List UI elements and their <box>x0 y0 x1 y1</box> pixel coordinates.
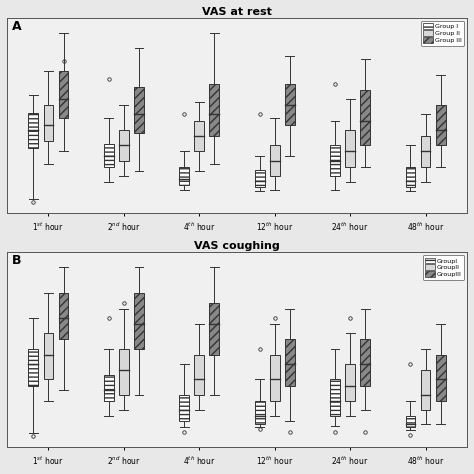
Bar <box>194 355 204 395</box>
Bar <box>194 121 204 151</box>
Bar <box>28 113 38 148</box>
Text: A: A <box>11 20 21 33</box>
Title: VAS coughing: VAS coughing <box>194 241 280 251</box>
Bar <box>44 105 54 141</box>
Bar <box>436 105 446 145</box>
Bar <box>104 144 114 167</box>
Bar <box>420 370 430 410</box>
Bar <box>285 84 295 125</box>
Bar <box>210 302 219 355</box>
Bar <box>270 145 280 176</box>
Bar <box>360 339 370 385</box>
Bar <box>345 130 355 167</box>
Text: B: B <box>11 254 21 267</box>
Bar <box>330 379 340 416</box>
Bar <box>134 87 144 133</box>
Bar <box>210 84 219 136</box>
Bar <box>420 136 430 167</box>
Bar <box>104 375 114 401</box>
Bar <box>255 401 264 424</box>
Bar <box>406 416 415 427</box>
Bar <box>28 349 38 385</box>
Bar <box>255 170 264 187</box>
Bar <box>345 364 355 401</box>
Bar <box>44 333 54 379</box>
Title: VAS at rest: VAS at rest <box>202 7 272 17</box>
Legend: Group I, Group II, Group III: Group I, Group II, Group III <box>421 21 464 46</box>
Bar <box>119 349 129 395</box>
Bar <box>59 72 68 118</box>
Bar <box>285 339 295 385</box>
Bar <box>179 167 189 185</box>
Bar <box>134 293 144 349</box>
Bar <box>360 90 370 145</box>
Bar <box>436 355 446 401</box>
Bar <box>406 167 415 187</box>
Bar <box>270 355 280 401</box>
Bar <box>59 293 68 339</box>
Legend: GroupI, GroupII, GroupIII: GroupI, GroupII, GroupIII <box>423 255 464 280</box>
Bar <box>330 145 340 176</box>
Bar <box>119 130 129 161</box>
Bar <box>179 395 189 421</box>
